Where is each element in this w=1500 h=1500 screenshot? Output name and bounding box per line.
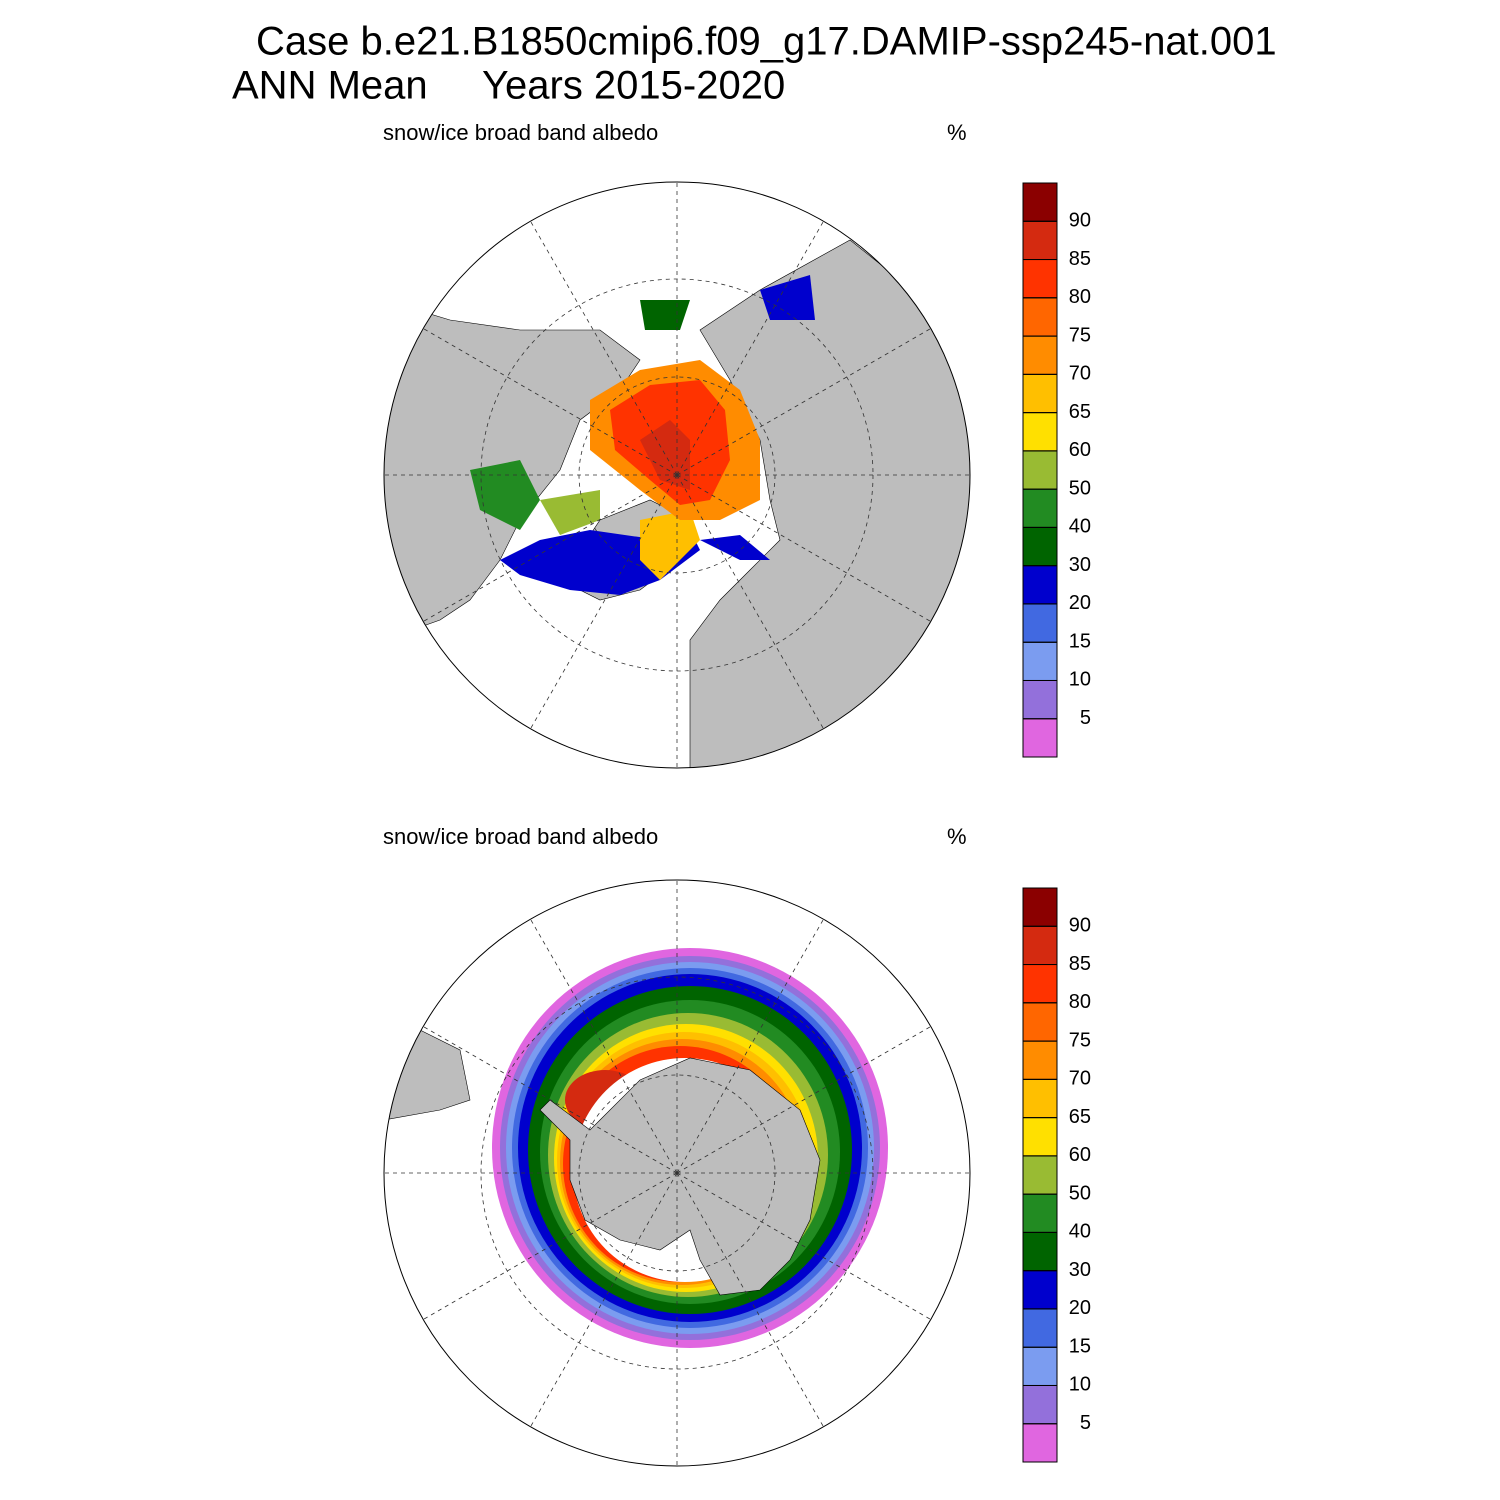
antarctic-map [384, 880, 970, 1466]
colorbar-label: 20 [1069, 592, 1091, 614]
longitude-line [676, 474, 824, 729]
colorbar-label: 75 [1069, 324, 1091, 346]
colorbar-label: 80 [1069, 286, 1091, 308]
colorbar-box [1022, 182, 1058, 222]
colorbar-label: 10 [1069, 669, 1091, 691]
colorbar-label: 85 [1069, 953, 1091, 975]
colorbar-box [1022, 1231, 1058, 1272]
colorbar-box [1022, 565, 1058, 605]
colorbar-box [1022, 1155, 1058, 1195]
case-title: Case b.e21.B1850cmip6.f09_g17.DAMIP-ssp2… [256, 20, 1277, 64]
longitude-line [676, 1172, 824, 1427]
colorbar-box [1022, 335, 1058, 375]
colorbar-label: 75 [1069, 1029, 1091, 1051]
colorbar-box [1022, 887, 1058, 927]
colorbar-box [1022, 526, 1058, 567]
longitude-line [423, 1026, 678, 1174]
colorbar-box [1022, 1423, 1058, 1463]
longitude-line [676, 221, 824, 476]
colorbar-box [1022, 1308, 1058, 1348]
colorbar-label: 20 [1069, 1297, 1091, 1319]
longitude-line [676, 1026, 931, 1174]
colorbar-label: 65 [1069, 1106, 1091, 1128]
colorbar-label: 30 [1069, 554, 1091, 576]
colorbar-box [1022, 641, 1058, 681]
season-title: ANN Mean [232, 64, 428, 108]
colorbar-box [1022, 450, 1058, 490]
colorbar-label: 50 [1069, 477, 1091, 499]
years-title: Years 2015-2020 [482, 64, 785, 108]
longitude-line [676, 474, 931, 622]
colorbar-box [1022, 718, 1058, 758]
sea-ice [700, 535, 770, 560]
colorbar-box [1022, 1193, 1058, 1233]
longitude-line [530, 221, 678, 476]
colorbar-box [1022, 220, 1058, 261]
colorbar-box [1022, 412, 1058, 452]
colorbar-box [1022, 1078, 1058, 1119]
sea-ice [640, 300, 690, 330]
longitude-line [530, 1172, 678, 1427]
map-border [383, 181, 971, 769]
map-border [383, 879, 971, 1467]
colorbar-label: 40 [1069, 516, 1091, 538]
colorbar-label: 15 [1069, 630, 1091, 652]
colorbar-box [1022, 964, 1058, 1004]
longitude-line [676, 328, 931, 476]
colorbar-label: 60 [1069, 439, 1091, 461]
longitude-line [530, 919, 678, 1174]
colorbar-box [1022, 1002, 1058, 1042]
colorbar-label: 90 [1069, 210, 1091, 232]
colorbar-box [1022, 1270, 1058, 1310]
colorbar-box [1022, 679, 1058, 720]
panel-title: snow/ice broad band albedo [383, 824, 658, 849]
colorbar-label: 40 [1069, 1221, 1091, 1243]
sea-ice [640, 420, 690, 490]
colorbar-box [1022, 1117, 1058, 1157]
colorbar-label: 90 [1069, 915, 1091, 937]
colorbar-label: 50 [1069, 1182, 1091, 1204]
colorbar-box [1022, 1040, 1058, 1080]
sea-ice [760, 275, 815, 320]
colorbar-label: 70 [1069, 1068, 1091, 1090]
longitude-line [676, 919, 824, 1174]
sea-ice [640, 510, 700, 580]
panel-units: % [947, 824, 967, 849]
graticule [384, 880, 970, 1466]
panel-units: % [947, 120, 967, 145]
colorbar-box [1022, 259, 1058, 299]
colorbar-box [1022, 297, 1058, 337]
colorbar-label: 85 [1069, 248, 1091, 270]
sea-ice [540, 490, 600, 535]
colorbar-label: 5 [1080, 1412, 1091, 1434]
longitude-line [423, 1172, 678, 1320]
colorbar-box [1022, 925, 1058, 966]
colorbar-box [1022, 373, 1058, 414]
colorbar-label: 60 [1069, 1144, 1091, 1166]
antarctica [539, 1057, 821, 1296]
colorbar-label: 80 [1069, 991, 1091, 1013]
colorbar-box [1022, 603, 1058, 643]
longitude-line [423, 328, 678, 476]
colorbar-label: 70 [1069, 363, 1091, 385]
colorbar: 5 10 15 20 30 40 50 60 65 70 75 80 85 90 [1022, 887, 1091, 1463]
longitude-line [676, 1172, 931, 1320]
colorbar-label: 15 [1069, 1335, 1091, 1357]
colorbar-label: 65 [1069, 401, 1091, 423]
colorbar-box [1022, 1346, 1058, 1386]
colorbar-label: 10 [1069, 1374, 1091, 1396]
colorbar-label: 30 [1069, 1259, 1091, 1281]
colorbar-box [1022, 1384, 1058, 1425]
colorbar-box [1022, 488, 1058, 528]
panel-title: snow/ice broad band albedo [383, 120, 658, 145]
longitude-line [423, 474, 678, 622]
sea-ice [470, 460, 540, 530]
longitude-line [530, 474, 678, 729]
colorbar: 5 10 15 20 30 40 50 60 65 70 75 80 85 90 [1022, 182, 1091, 758]
arctic-map [384, 182, 970, 768]
colorbar-label: 5 [1080, 707, 1091, 729]
eurasia [689, 239, 970, 768]
graticule [384, 182, 970, 768]
